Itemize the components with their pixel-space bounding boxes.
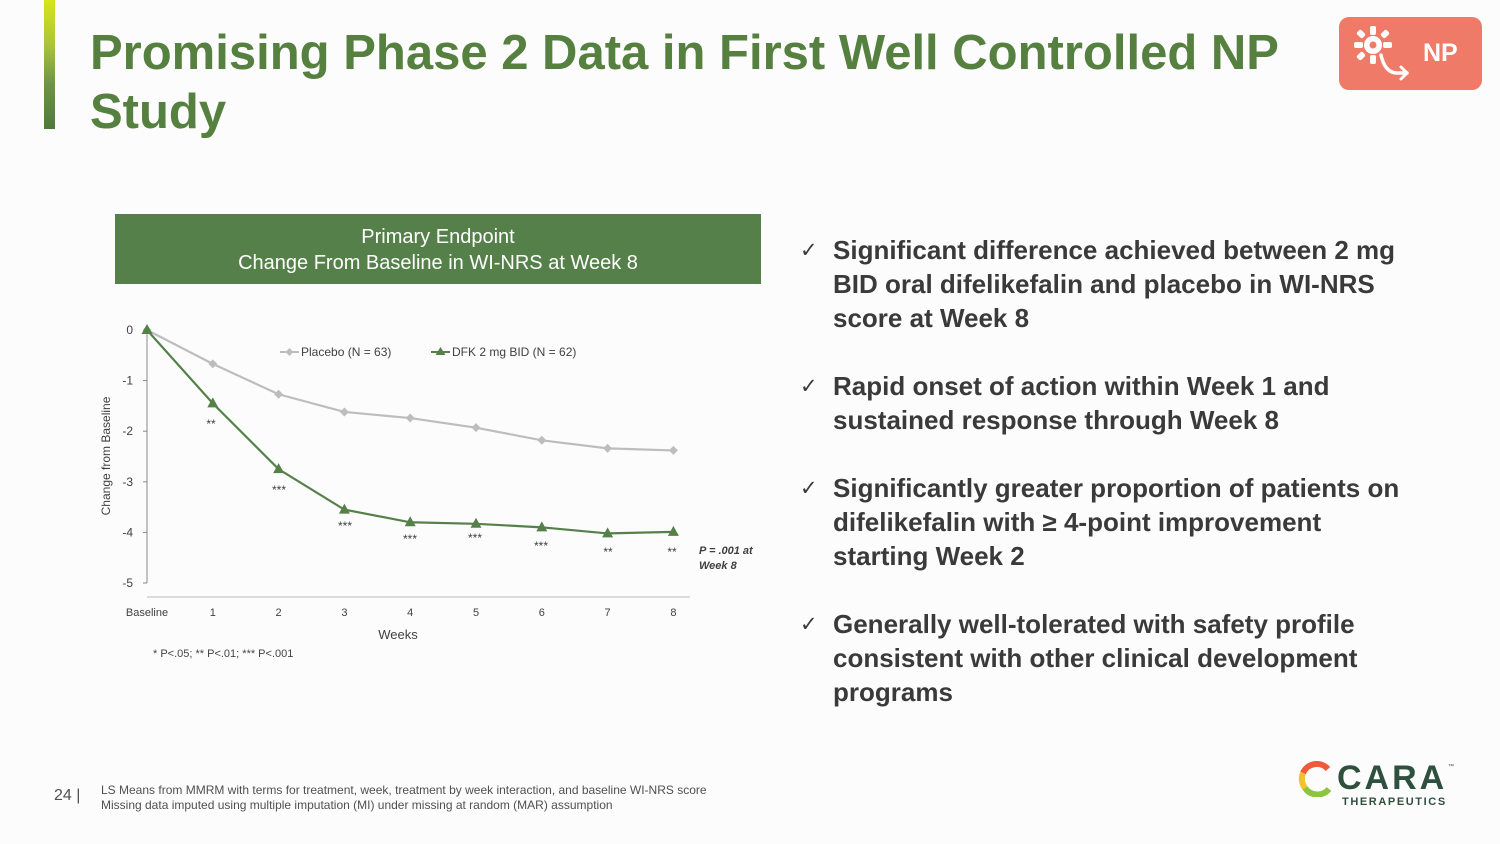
significance-label: ***	[403, 532, 417, 546]
legend-marker	[285, 348, 294, 356]
chart-header-line1: Primary Endpoint	[361, 226, 515, 248]
bullet-item: ✓ Significantly greater proportion of pat…	[800, 471, 1400, 573]
significance-label: ***	[338, 519, 352, 533]
y-tick-label: 0	[126, 323, 133, 337]
checkmark-icon: ✓	[800, 374, 818, 398]
dfk-point	[207, 397, 219, 408]
significance-label: **	[206, 417, 216, 431]
x-tick-label: Baseline	[126, 607, 168, 619]
dfk-point	[404, 516, 416, 527]
significance-label: ***	[272, 483, 286, 497]
annotation-line-1: P = .001 at	[699, 545, 754, 557]
note-line-1: LS Means from MMRM with terms for treatm…	[101, 783, 707, 797]
x-tick-label: 7	[605, 607, 611, 619]
np-badge-label: NP	[1423, 39, 1458, 67]
dfk-point	[273, 463, 285, 474]
slide-title: Promising Phase 2 Data in First Well Con…	[90, 26, 1279, 139]
checkmark-icon: ✓	[800, 612, 818, 636]
bullet-item: ✓ Significant difference achieved between…	[800, 233, 1400, 335]
y-tick-label: -1	[122, 374, 133, 388]
significance-label: ***	[468, 531, 482, 545]
placebo-point	[208, 359, 218, 369]
cara-logo: CARA ™ THERAPEUTICS	[1298, 759, 1458, 811]
chart-header: Primary Endpoint Change From Baseline in…	[115, 214, 761, 284]
dfk-point	[536, 521, 548, 532]
placebo-point	[339, 407, 349, 417]
bullet-item: ✓ Rapid onset of action within Week 1 and…	[800, 369, 1400, 437]
y-tick-label: -2	[122, 424, 133, 438]
y-tick-label: -3	[122, 475, 133, 489]
chart-header-line2: Change From Baseline in WI-NRS at Week 8	[238, 252, 638, 274]
bullet-text: Rapid onset of action within Week 1 and …	[833, 371, 1330, 435]
placebo-point	[603, 443, 613, 453]
dfk-point	[667, 525, 679, 536]
dfk-point	[602, 527, 614, 538]
dfk-line	[146, 329, 674, 535]
bullet-text: Generally well-tolerated with safety pro…	[833, 609, 1358, 707]
significance-label: **	[667, 545, 677, 559]
methodology-notes: LS Means from MMRM with terms for treatm…	[101, 783, 707, 813]
bullet-list: ✓ Significant difference achieved between…	[800, 233, 1400, 743]
title-accent-bar	[44, 0, 55, 129]
y-tick-label: -5	[122, 576, 133, 590]
x-tick-label: 4	[407, 607, 413, 619]
dfk-point	[141, 324, 153, 334]
neuron-icon	[1354, 26, 1410, 81]
dfk-point	[470, 517, 482, 528]
np-badge: NP	[1339, 17, 1482, 90]
placebo-point	[405, 413, 415, 423]
placebo-point	[537, 435, 547, 445]
x-axis-label: Weeks	[378, 627, 418, 642]
legend-label: DFK 2 mg BID (N = 62)	[452, 345, 576, 359]
dfk-point	[338, 503, 350, 514]
y-axis-label: Change from Baseline	[99, 396, 113, 515]
x-tick-label: 2	[276, 607, 282, 619]
logo-subtitle: THERAPEUTICS	[1342, 796, 1447, 808]
x-tick-label: 3	[341, 607, 347, 619]
legend-label: Placebo (N = 63)	[301, 345, 391, 359]
x-tick-label: 8	[670, 607, 676, 619]
placebo-line	[146, 329, 674, 452]
annotation-line-2: Week 8	[699, 560, 738, 572]
checkmark-icon: ✓	[800, 238, 818, 262]
checkmark-icon: ✓	[800, 476, 818, 500]
x-tick-label: 5	[473, 607, 479, 619]
significance-label: ***	[534, 539, 548, 553]
placebo-point	[471, 423, 481, 433]
y-tick-label: -4	[122, 525, 133, 539]
line-chart: 0 -1 -2 -3 -4 -5 Baseline 1 2 3 4 5 6 7 8 Weeks Change f…	[99, 323, 754, 642]
placebo-point	[274, 389, 284, 399]
placebo-point	[668, 445, 678, 455]
x-tick-label: 6	[539, 607, 545, 619]
legend-marker	[435, 347, 446, 355]
bullet-text: Significantly greater proportion of pati…	[833, 473, 1400, 571]
bullet-item: ✓ Generally well-tolerated with safety pr…	[800, 607, 1400, 709]
note-line-2: Missing data imputed using multiple impu…	[101, 798, 613, 812]
significance-label: **	[603, 545, 613, 559]
bullet-text: Significant difference achieved between …	[833, 235, 1396, 333]
page-number: 24 |	[54, 787, 81, 804]
cara-logo-mark-icon	[1298, 761, 1332, 797]
logo-trademark: ™	[1448, 764, 1454, 770]
x-tick-label: 1	[210, 607, 216, 619]
logo-word: CARA	[1337, 759, 1448, 797]
chart-footnote: * P<.05; ** P<.01; *** P<.001	[153, 648, 294, 660]
